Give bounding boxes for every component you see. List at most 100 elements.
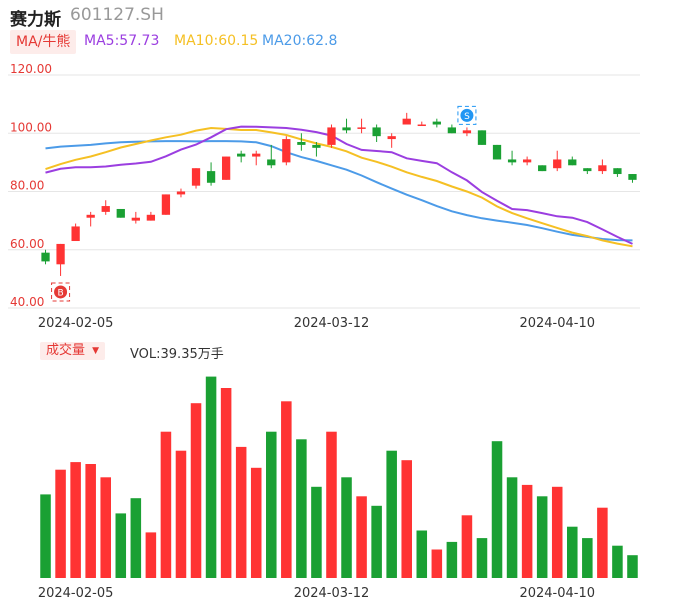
- candle-body: [628, 174, 637, 180]
- moving-average-lines: [45, 125, 633, 248]
- candle-body: [583, 168, 592, 172]
- candle-body: [522, 159, 532, 163]
- candle-body: [417, 124, 426, 127]
- candle: [507, 150, 517, 166]
- volume-bars: [40, 376, 638, 578]
- sell-signal-icon: S: [457, 105, 477, 125]
- candle: [372, 124, 381, 142]
- volume-bar: [296, 439, 307, 578]
- volume-bar: [205, 376, 217, 578]
- candle-body: [402, 118, 411, 125]
- candle-body: [327, 127, 336, 145]
- volume-bar: [266, 431, 277, 578]
- volume-bar: [386, 450, 397, 578]
- candle-body: [462, 130, 472, 134]
- candle: [206, 162, 216, 186]
- candle-body: [71, 226, 80, 242]
- signal-badge-letter: B: [57, 288, 63, 298]
- candle-body: [267, 159, 276, 166]
- volume-bar: [356, 496, 367, 578]
- candle-body: [101, 206, 110, 212]
- volume-bar: [130, 498, 142, 578]
- volume-bar: [627, 555, 638, 578]
- candle-body: [447, 127, 457, 134]
- candle-body: [477, 130, 487, 145]
- volume-bar: [401, 460, 412, 578]
- volume-bar: [311, 486, 322, 578]
- candle-body: [613, 168, 622, 175]
- candle: [462, 127, 472, 137]
- volume-tab-label: 成交量: [46, 343, 86, 358]
- candle: [71, 223, 80, 242]
- candle: [342, 118, 351, 134]
- candle-body: [176, 191, 186, 195]
- volume-bar: [70, 462, 81, 578]
- candle: [101, 200, 110, 215]
- dropdown-triangle-icon: ▼: [92, 346, 100, 356]
- candle-body: [191, 168, 201, 186]
- x-tick-label: 2024-04-10: [519, 586, 595, 601]
- x-tick-label: 2024-04-10: [519, 316, 595, 331]
- volume-bar: [612, 545, 623, 578]
- candle: [447, 124, 457, 134]
- stock-code: 601127.SH: [70, 5, 164, 25]
- candle: [522, 156, 532, 166]
- price-axis-labels: 120.00 100.00 80.00 60.00 40.00: [10, 62, 52, 309]
- candle: [191, 168, 201, 189]
- signal-badge: [460, 108, 474, 122]
- volume-bar: [371, 505, 382, 578]
- candle-body: [492, 144, 502, 160]
- candle: [417, 121, 426, 127]
- candle-body: [342, 127, 351, 131]
- volume-bar: [100, 477, 111, 578]
- candle-body: [538, 165, 547, 172]
- signal-badge: [54, 285, 68, 299]
- candle: [492, 144, 502, 160]
- candle: [568, 156, 577, 166]
- candle-body: [282, 139, 291, 163]
- volume-bar: [582, 538, 593, 578]
- volume-bar: [431, 549, 443, 578]
- volume-bar: [506, 477, 518, 578]
- candle-body: [598, 165, 607, 172]
- candle: [267, 144, 276, 169]
- candle-body: [161, 194, 171, 215]
- candle: [252, 150, 261, 166]
- candle-body: [507, 159, 517, 163]
- volume-bar: [341, 477, 352, 578]
- candle-body: [432, 121, 441, 125]
- volume-indicator-tab[interactable]: 成交量 ▼: [40, 342, 106, 360]
- buy-signal-icon: B: [51, 282, 71, 302]
- ma10-line: [45, 126, 633, 248]
- candle: [432, 118, 441, 128]
- volume-bar: [55, 469, 66, 578]
- candle-body: [56, 243, 65, 265]
- volume-bar: [551, 486, 563, 578]
- ma-indicator-tab[interactable]: MA/牛熊: [10, 30, 77, 54]
- candle: [598, 159, 607, 175]
- candle: [221, 156, 231, 180]
- candle-body: [387, 136, 396, 140]
- y-tick-label: 100.00: [10, 120, 52, 134]
- candle: [628, 174, 637, 183]
- candle: [41, 249, 50, 265]
- candle-body: [252, 153, 261, 157]
- candle-body: [568, 159, 577, 166]
- candle: [477, 130, 487, 145]
- candle-body: [41, 252, 50, 262]
- candle: [282, 136, 291, 166]
- volume-bar: [536, 496, 548, 578]
- date-axis-labels: 2024-02-05 2024-02-05 2024-03-12 2024-03-12…: [38, 316, 595, 601]
- candle-body: [372, 127, 381, 137]
- candle-body: [553, 159, 562, 169]
- candle-body: [131, 217, 140, 221]
- volume-bar: [175, 450, 187, 578]
- volume-bar: [145, 532, 157, 578]
- candle: [583, 168, 592, 175]
- volume-value: VOL:39.35万手: [130, 347, 224, 362]
- candle-body: [206, 171, 216, 183]
- candle-body: [116, 208, 125, 218]
- ma20-label: MA20:62.8: [262, 33, 338, 49]
- candle: [131, 211, 140, 224]
